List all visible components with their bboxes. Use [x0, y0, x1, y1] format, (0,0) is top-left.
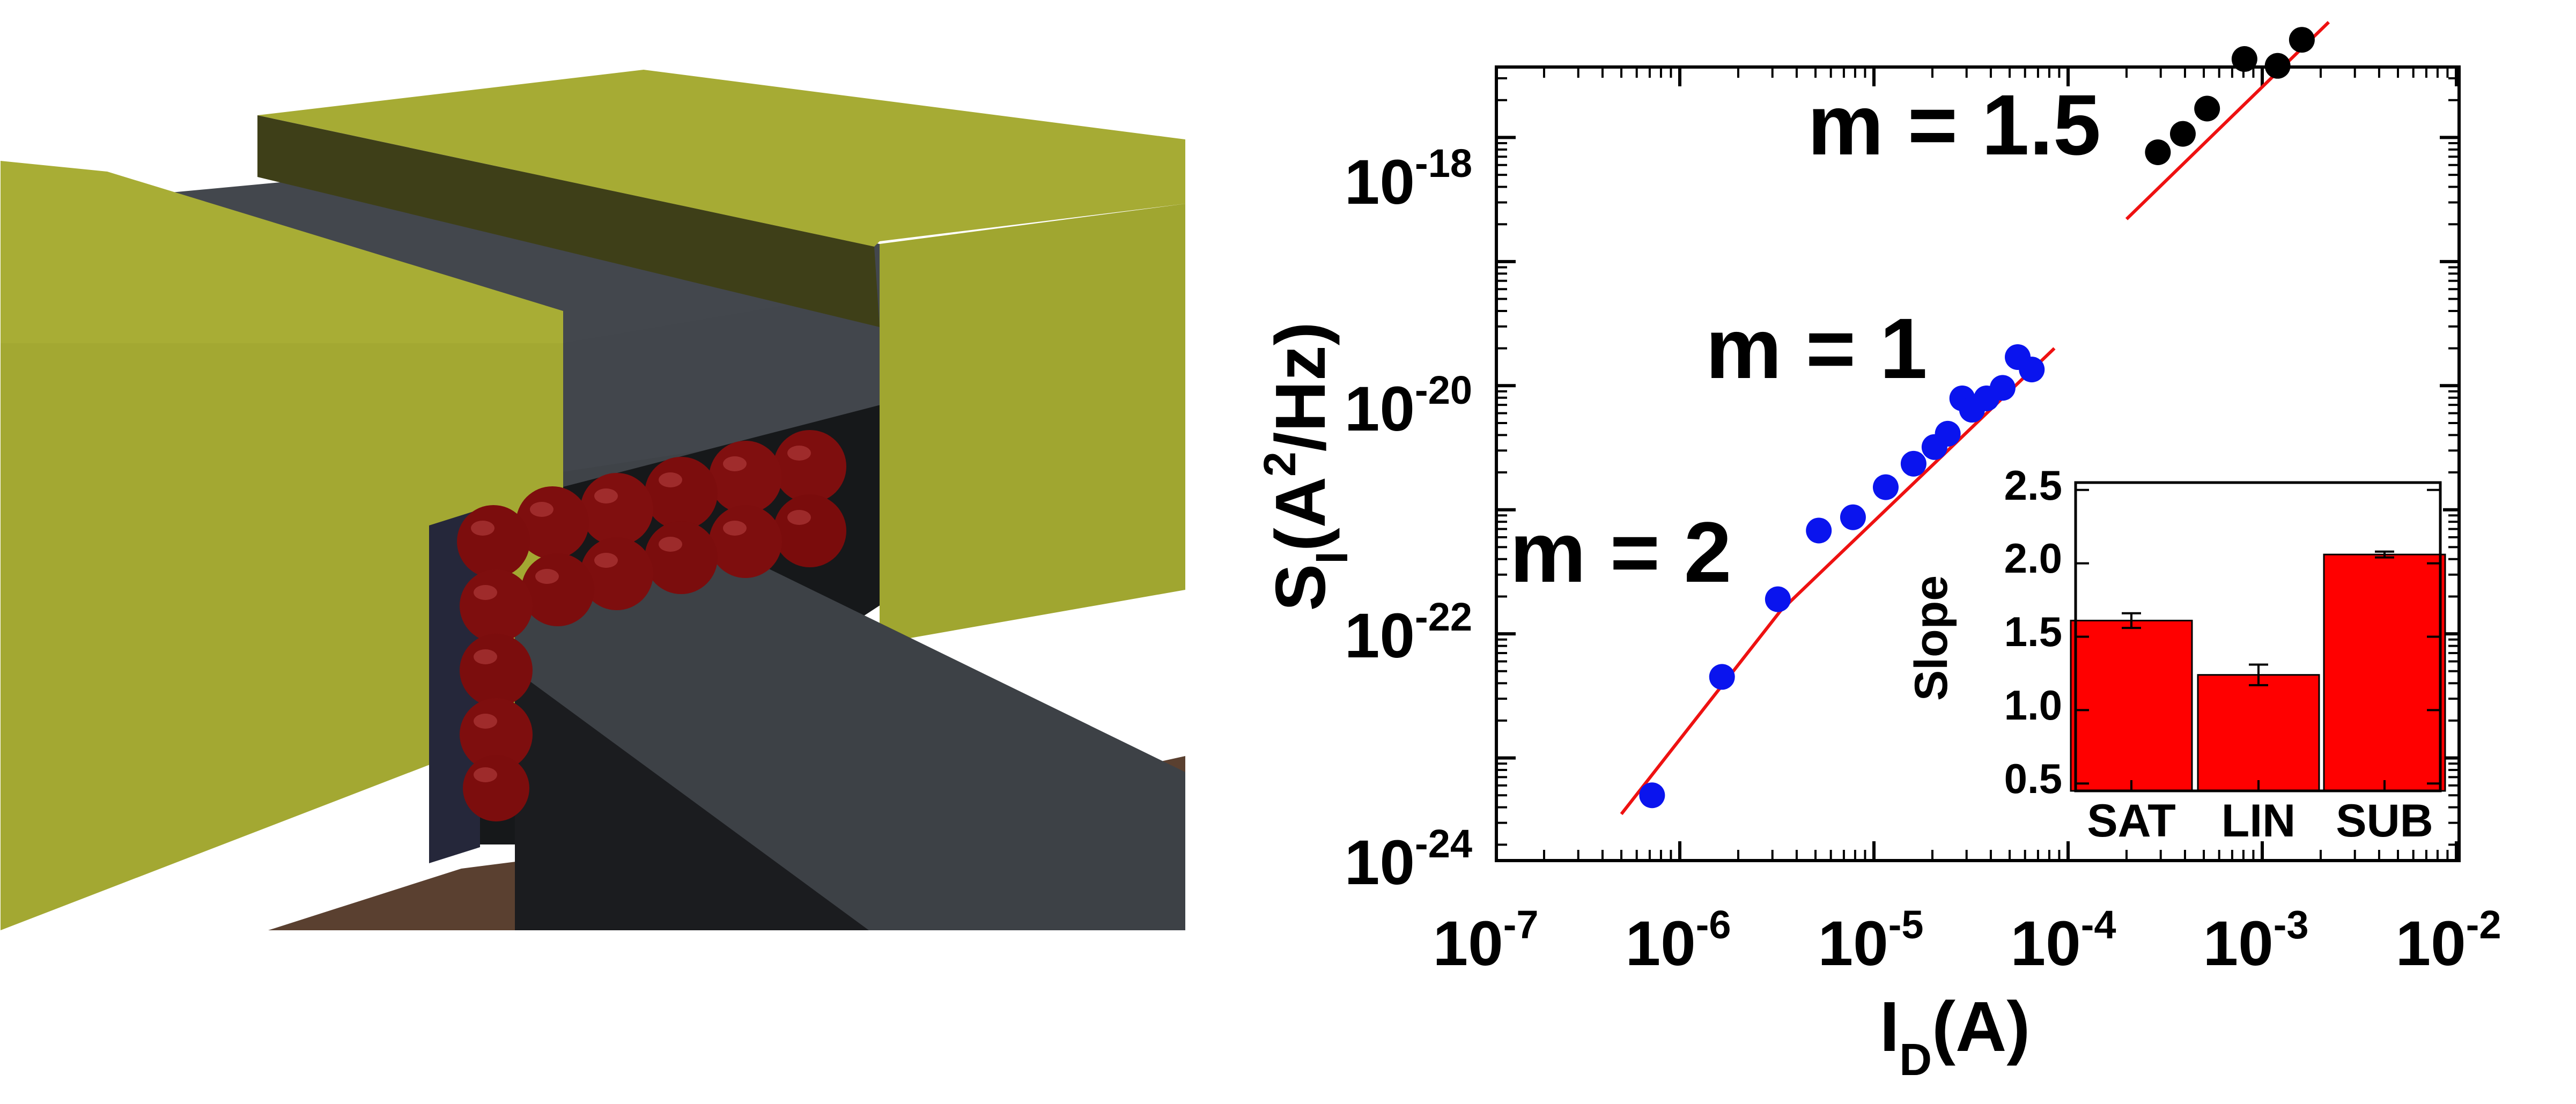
inset-bar	[2197, 674, 2320, 792]
x-tick-label: 10-3	[2203, 902, 2308, 979]
y-tick-label: 10-20	[1345, 368, 1472, 444]
data-point	[1806, 517, 1832, 544]
inset-bar	[2070, 619, 2193, 792]
fit-line	[1620, 610, 1782, 816]
electrode-right-top	[257, 70, 1185, 247]
inset-y-axis-label: Slope	[1906, 575, 1957, 701]
noise-spectrum-plot: 10-18 10-20 10-22 10-24 10-7 10-6 10-5 1…	[1254, 21, 2501, 1085]
data-point	[1872, 474, 1899, 500]
inset-bars	[2070, 553, 2446, 792]
y-tick-label: 10-24	[1345, 821, 1472, 898]
data-point	[2264, 53, 2291, 79]
inset-category-labels: SAT LIN SUB	[2087, 795, 2433, 847]
data-point	[1639, 782, 1665, 809]
plot-frame	[1495, 65, 2461, 862]
minor-ticks	[1496, 67, 2459, 861]
data-point	[2231, 46, 2257, 72]
data-point	[1900, 450, 1927, 477]
electrode-left-top	[1, 161, 563, 343]
data-point	[2145, 139, 2171, 166]
data-point	[2194, 95, 2220, 122]
quantum-dot-highlights	[471, 446, 811, 782]
inset-y-tick-label: 0.5	[2004, 755, 2062, 802]
data-point	[1989, 375, 2016, 401]
inset-y-tick-label: 1.0	[2004, 681, 2062, 729]
y-tick-label: 10-18	[1345, 141, 1472, 218]
slope-annotation: m = 2	[1510, 504, 1732, 600]
y-tick-labels: 10-18 10-20 10-22 10-24	[1345, 141, 1472, 898]
inset-category-label: LIN	[2221, 795, 2296, 847]
x-tick-label: 10-6	[1625, 902, 1731, 979]
x-axis-label: ID(A)	[1880, 987, 2031, 1085]
inset-y-tick-label: 2.5	[2004, 462, 2062, 509]
data-point	[2169, 121, 2196, 147]
data-point	[1765, 586, 1791, 612]
quantum-dots	[457, 430, 846, 821]
inset-category-label: SUB	[2336, 795, 2433, 847]
inset-y-tick-label: 1.5	[2004, 608, 2062, 655]
x-tick-label: 10-4	[2010, 902, 2116, 979]
device-illustration	[1, 70, 1185, 930]
gate-bar-side	[515, 670, 869, 930]
inset-ticks	[2076, 488, 2440, 791]
x-tick-label: 10-2	[2395, 902, 2501, 979]
inset-y-tick-label: 2.0	[2004, 535, 2062, 582]
inset-bar	[2323, 553, 2446, 792]
data-point	[1840, 504, 1866, 530]
slope-inset-chart: 2.5 2.0 1.5 1.0 0.5 SAT LIN SUB Slope	[1906, 462, 2446, 847]
x-tick-labels: 10-7 10-6 10-5 10-4 10-3 10-2	[1433, 902, 2501, 979]
x-tick-label: 10-7	[1433, 902, 1538, 979]
y-tick-label: 10-22	[1345, 595, 1472, 671]
data-point	[1935, 420, 1961, 447]
slope-annotation: m = 1.5	[1807, 77, 2101, 173]
data-point	[2289, 27, 2315, 53]
x-tick-label: 10-5	[1818, 902, 1923, 979]
data-point	[1709, 664, 1735, 690]
fit-line	[2125, 21, 2330, 220]
y-axis-label: SI(A2/Hz)	[1254, 322, 1357, 611]
data-point	[2019, 357, 2045, 383]
data-points	[1639, 27, 2315, 809]
electrode-right-front	[880, 204, 1185, 643]
inset-category-label: SAT	[2087, 795, 2176, 847]
electrode-right-side	[257, 115, 880, 327]
inset-y-tick-labels: 2.5 2.0 1.5 1.0 0.5	[2004, 462, 2062, 802]
inset-error-bars	[2122, 550, 2394, 686]
electrode-left-front	[1, 343, 563, 930]
slope-annotation: m = 1	[1706, 300, 1928, 396]
major-ticks	[1496, 67, 2459, 861]
